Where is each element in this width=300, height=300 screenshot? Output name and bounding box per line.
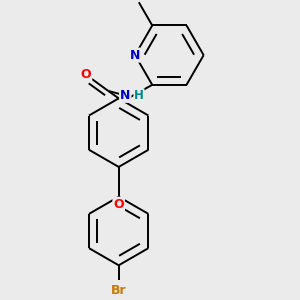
Text: O: O — [113, 198, 124, 211]
Text: N: N — [120, 89, 130, 102]
Text: Br: Br — [111, 284, 127, 297]
Text: H: H — [134, 89, 144, 102]
Text: N: N — [130, 49, 140, 62]
Text: O: O — [81, 68, 91, 81]
